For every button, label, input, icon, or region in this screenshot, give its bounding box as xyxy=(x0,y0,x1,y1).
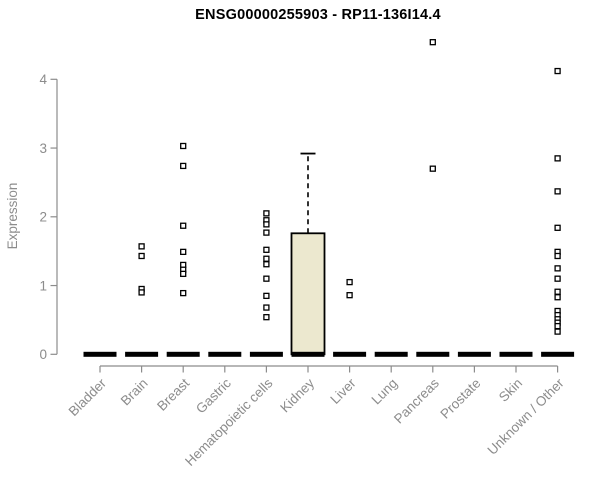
outlier-point xyxy=(180,270,187,278)
x-axis-category-label: Bladder xyxy=(66,375,110,419)
outlier-point xyxy=(180,289,187,297)
outlier-point xyxy=(263,229,270,236)
outlier-point xyxy=(554,224,561,231)
outlier-point xyxy=(138,252,145,260)
outlier-point xyxy=(429,165,436,172)
median-bar xyxy=(416,351,450,357)
median-bar xyxy=(291,351,325,357)
outlier-point xyxy=(138,289,145,296)
outlier-point xyxy=(554,252,561,260)
outlier-point xyxy=(263,246,270,253)
x-axis-category-label: Brain xyxy=(118,376,151,409)
x-axis-category-label: Gastric xyxy=(193,375,234,416)
outlier-point xyxy=(554,275,561,282)
outlier-point xyxy=(554,265,561,272)
outlier-point xyxy=(263,304,270,311)
outlier-point xyxy=(346,278,353,286)
outlier-point xyxy=(263,221,270,228)
outlier-point xyxy=(263,255,270,262)
y-axis-tick-label: 4 xyxy=(39,72,47,87)
y-axis-tick-label: 2 xyxy=(39,210,47,225)
median-bar xyxy=(208,351,242,357)
outlier-point xyxy=(554,155,561,162)
x-axis-category-label: Lung xyxy=(368,376,400,408)
outlier-point xyxy=(554,294,561,301)
outlier-point xyxy=(180,162,187,170)
outlier-point xyxy=(263,210,270,217)
outlier-point xyxy=(263,292,270,300)
outlier-point xyxy=(180,142,187,150)
outlier-point xyxy=(554,322,561,330)
y-axis-tick-label: 1 xyxy=(39,278,47,293)
outlier-point xyxy=(346,292,353,299)
x-axis-category-label: Kidney xyxy=(277,375,317,415)
outlier-point xyxy=(180,222,187,229)
outlier-point xyxy=(263,314,270,321)
outlier-point xyxy=(263,275,270,282)
y-axis-tick-label: 3 xyxy=(39,141,47,156)
outlier-point xyxy=(180,248,187,256)
x-axis-category-label: Pancreas xyxy=(391,375,442,426)
box xyxy=(290,232,326,356)
y-axis-tick-label: 0 xyxy=(39,347,47,362)
median-bar xyxy=(457,351,491,357)
x-axis-category-label: Unknown / Other xyxy=(484,375,567,458)
outlier-point xyxy=(554,288,561,295)
chart-title: ENSG00000255903 - RP11-136I14.4 xyxy=(195,7,441,23)
median-bar xyxy=(166,351,200,357)
x-axis-category-label: Skin xyxy=(496,376,525,405)
outlier-point xyxy=(554,188,561,195)
median-bar xyxy=(541,351,575,357)
outlier-point xyxy=(138,243,145,250)
median-bar xyxy=(333,351,367,357)
x-axis-category-label: Prostate xyxy=(437,376,483,422)
x-axis-category-label: Breast xyxy=(154,375,192,413)
outlier-point xyxy=(263,261,270,268)
outlier-point xyxy=(429,39,436,46)
median-bar xyxy=(499,351,533,357)
median-bar xyxy=(374,351,408,357)
median-bar xyxy=(249,351,283,357)
outlier-point xyxy=(554,328,561,335)
median-bar xyxy=(125,351,159,357)
median-bar xyxy=(83,351,117,357)
x-axis-category-label: Liver xyxy=(327,375,359,407)
outlier-point xyxy=(554,67,561,75)
